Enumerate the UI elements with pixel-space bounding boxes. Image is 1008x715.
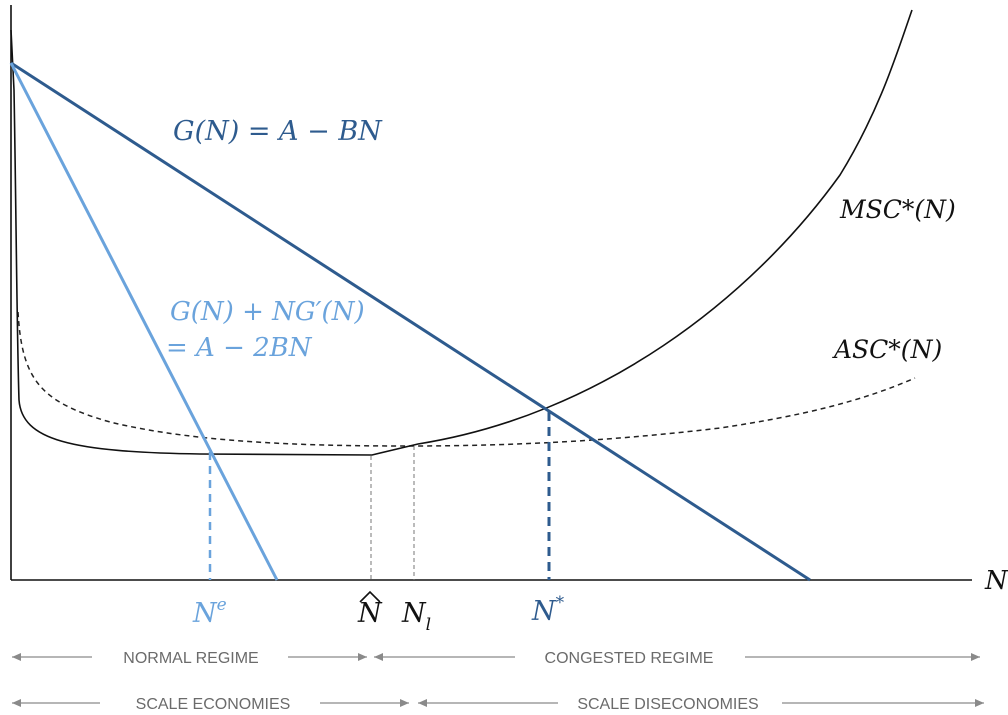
- scale-diseconomies-label: SCALE DISECONOMIES: [577, 696, 758, 713]
- tick-nl: Nl: [401, 598, 431, 635]
- msc-label: MSC*(N): [839, 195, 956, 224]
- tick-ne: Ne: [192, 595, 227, 629]
- marginal-line: [9, 62, 279, 581]
- congested-regime-label: CONGESTED REGIME: [545, 650, 714, 667]
- scale-economies-label: SCALE ECONOMIES: [136, 696, 291, 713]
- msc-curve: [10, 9, 913, 456]
- tick-nhat: N: [357, 590, 383, 629]
- hat-mark: [359, 590, 381, 603]
- marginal-label-line2: = A − 2BN: [166, 333, 313, 363]
- asc-label: ASC*(N): [832, 335, 942, 364]
- marginal-label-line1: G(N) + NG′(N): [170, 297, 365, 327]
- normal-regime-label: NORMAL REGIME: [123, 650, 258, 667]
- x-axis-label: N: [984, 566, 1008, 596]
- demand-label: G(N) = A − BN: [173, 116, 383, 147]
- tick-nstar: N*: [531, 593, 565, 627]
- svg-text:N: N: [357, 598, 383, 629]
- demand-line: [10, 61, 811, 582]
- asc-curve: [17, 311, 916, 447]
